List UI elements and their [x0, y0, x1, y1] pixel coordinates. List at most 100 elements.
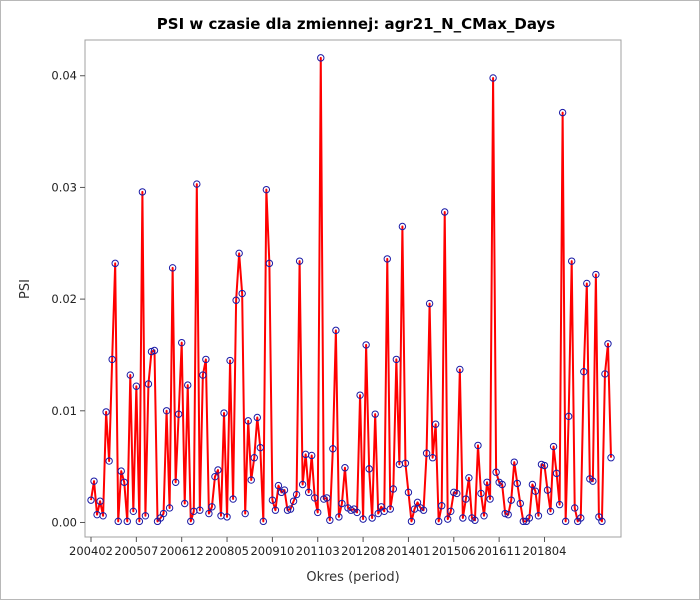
data-point-marker — [314, 508, 322, 517]
data-point-marker — [335, 513, 343, 521]
chart-title: PSI w czasie dla zmiennej: agr21_N_CMax_… — [157, 15, 555, 33]
data-point-marker — [483, 478, 491, 486]
data-point-marker — [434, 517, 443, 526]
data-point-marker — [531, 487, 540, 495]
data-point-marker — [298, 480, 307, 489]
data-point-marker — [601, 370, 609, 378]
data-point-marker — [271, 506, 280, 514]
data-point-marker — [323, 494, 331, 502]
data-point-marker — [577, 514, 585, 522]
data-point-marker — [141, 512, 150, 520]
data-point-marker — [568, 257, 576, 265]
data-point-marker — [486, 495, 494, 503]
data-point-marker — [419, 506, 428, 514]
data-point-marker — [428, 454, 437, 462]
data-point-marker — [105, 457, 113, 465]
data-point-marker — [168, 264, 177, 272]
data-point-marker — [259, 517, 268, 526]
data-point-marker — [353, 508, 361, 517]
data-point-marker — [280, 486, 289, 494]
data-point-marker — [383, 255, 391, 263]
data-point-marker — [262, 185, 271, 194]
data-point-marker — [459, 514, 467, 522]
data-point-marker — [126, 371, 135, 379]
y-axis: 0.00 0.01 0.02 0.03 0.04 — [51, 69, 85, 529]
series-layer — [87, 54, 615, 526]
data-point-marker — [256, 443, 264, 452]
data-point-marker — [238, 289, 246, 298]
x-tick-label: 201506 — [432, 544, 476, 558]
data-point-marker — [117, 467, 125, 475]
data-point-marker — [274, 481, 283, 490]
data-point-marker — [162, 407, 171, 415]
data-point-marker — [332, 326, 340, 335]
data-point-marker — [165, 504, 174, 512]
data-point-marker — [534, 512, 543, 520]
data-point-marker — [317, 54, 325, 62]
y-tick-label: 0.00 — [51, 515, 77, 529]
x-tick-label: 200612 — [160, 544, 204, 558]
data-point-marker — [329, 445, 337, 453]
data-point-marker — [187, 517, 195, 526]
data-point-marker — [108, 355, 116, 364]
data-point-marker — [422, 449, 431, 457]
data-point-marker — [286, 505, 295, 513]
x-axis-label: Okres (period) — [306, 570, 399, 585]
data-point-marker — [546, 507, 555, 516]
data-point-marker — [398, 222, 407, 231]
data-point-marker — [265, 259, 274, 268]
data-point-marker — [444, 515, 452, 523]
data-point-marker — [555, 500, 564, 509]
x-tick-label: 200805 — [205, 544, 249, 558]
data-point-marker — [241, 509, 249, 518]
data-point-marker — [558, 108, 567, 117]
data-point-marker — [90, 477, 98, 485]
data-point-marker — [211, 472, 219, 481]
data-point-marker — [477, 489, 485, 498]
x-tick-label: 200910 — [250, 544, 294, 558]
data-point-marker — [371, 410, 379, 418]
data-point-marker — [510, 458, 518, 466]
data-point-marker — [129, 507, 138, 516]
data-point-marker — [401, 459, 410, 467]
data-point-marker — [144, 380, 153, 388]
data-point-marker — [102, 408, 110, 416]
data-point-marker — [341, 464, 349, 472]
data-point-marker — [456, 365, 464, 374]
x-tick-label: 201804 — [523, 544, 567, 558]
x-tick-label: 201103 — [296, 544, 340, 558]
data-point-marker — [513, 479, 521, 488]
data-point-marker — [174, 410, 183, 418]
data-point-marker — [96, 497, 104, 505]
data-point-marker — [123, 517, 131, 526]
x-tick-label: 200402 — [69, 544, 113, 558]
data-point-marker — [235, 249, 243, 258]
data-point-marker — [465, 474, 473, 482]
data-point-marker — [214, 466, 222, 474]
data-point-marker — [362, 341, 370, 349]
data-point-marker — [253, 413, 261, 422]
y-tick-label: 0.04 — [51, 69, 77, 83]
data-point-marker — [114, 517, 122, 526]
data-point-marker — [447, 507, 455, 516]
data-point-marker — [543, 486, 552, 494]
data-point-marker — [178, 338, 186, 347]
data-point-marker — [138, 188, 147, 196]
x-tick-label: 201208 — [341, 544, 385, 558]
data-point-marker — [308, 451, 316, 460]
y-axis-label: PSI — [18, 279, 33, 299]
data-point-marker — [196, 506, 204, 514]
data-point-marker — [492, 468, 500, 476]
data-point-marker — [583, 279, 591, 288]
data-point-marker — [244, 417, 252, 425]
data-point-marker — [365, 465, 373, 473]
data-point-marker — [295, 257, 304, 265]
data-point-marker — [289, 497, 298, 505]
data-point-marker — [111, 259, 119, 268]
data-point-marker — [561, 517, 570, 526]
data-point-marker — [407, 517, 416, 526]
data-point-marker — [592, 270, 600, 279]
data-point-marker — [229, 495, 237, 503]
data-point-marker — [292, 490, 301, 499]
